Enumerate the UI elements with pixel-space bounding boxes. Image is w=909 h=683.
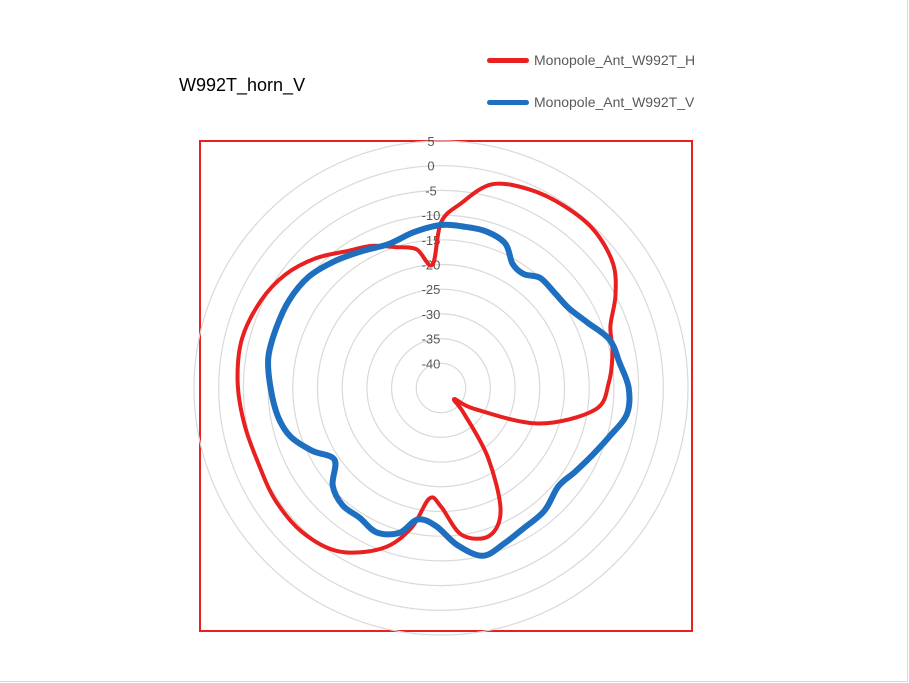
grid-ring-8: [391, 338, 492, 439]
grid-ring-4: [292, 239, 590, 537]
legend-swatch-h: [487, 57, 529, 63]
tick-label-2: -5: [425, 183, 437, 198]
tick-label-7: -30: [422, 307, 441, 322]
legend-swatch-v: [487, 99, 529, 105]
grid-ring-2: [242, 189, 640, 587]
tick-label-8: -35: [422, 332, 441, 347]
chart-title: W992T_horn_V: [179, 75, 306, 95]
grid-ring-0: [193, 140, 689, 636]
tick-label-6: -25: [422, 282, 441, 297]
legend-label-h: Monopole_Ant_W992T_H: [534, 52, 696, 68]
grid-ring-6: [341, 288, 541, 488]
series-lines: [235, 181, 633, 559]
grid-ring-5: [316, 263, 566, 513]
legend-item-v: Monopole_Ant_W992T_V: [487, 92, 694, 112]
grid-ring-9: [415, 362, 467, 414]
tick-label-3: -10: [422, 208, 441, 223]
tick-label-9: -40: [422, 356, 441, 371]
polar-grid: [193, 140, 689, 636]
series-line-v: [265, 221, 633, 559]
radial-tick-labels: 50-5-10-15-20-25-30-35-40: [422, 134, 441, 371]
legend-item-h: Monopole_Ant_W992T_H: [487, 50, 695, 70]
legend-label-v: Monopole_Ant_W992T_V: [534, 94, 695, 110]
tick-label-1: 0: [427, 159, 434, 174]
grid-ring-1: [218, 165, 664, 611]
grid-ring-7: [366, 313, 516, 463]
tick-label-0: 5: [427, 134, 434, 149]
series-line-h: [235, 181, 618, 555]
